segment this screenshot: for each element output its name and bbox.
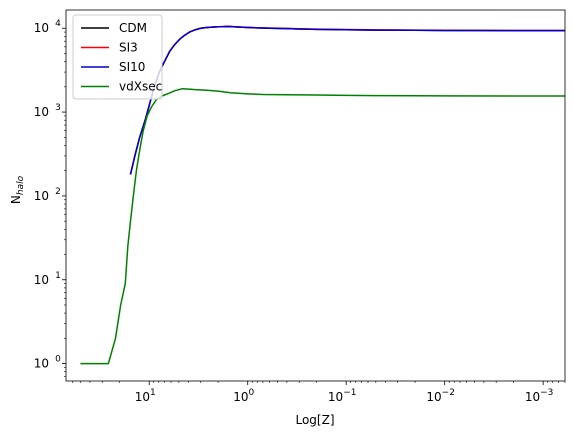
x-tick-exponent: 1 (150, 388, 156, 398)
series-line-cdm (129, 25, 565, 175)
y-tick-exponent: 0 (55, 355, 61, 365)
legend-entry-cdm: CDM (119, 21, 147, 35)
y-tick-base: 10 (34, 189, 49, 203)
y-tick-exponent: 1 (55, 271, 61, 281)
y-tick-base: 10 (34, 105, 49, 119)
y-tick-base: 10 (34, 21, 49, 35)
y-axis-ticks: 10 0 10 1 10 2 10 3 10 4 (34, 19, 66, 377)
x-tick-exponent: 0 (248, 388, 254, 398)
legend-entry-si10: SI10 (119, 60, 145, 74)
x-tick-label: 101 (135, 388, 156, 404)
legend-entry-si3: SI3 (119, 41, 138, 55)
y-tick-label: 10 0 (34, 355, 61, 371)
x-tick-base: 10 (135, 390, 150, 404)
x-tick-label: 10−3 (525, 388, 554, 404)
y-tick-exponent: 2 (55, 187, 61, 197)
x-tick-exponent: −3 (540, 388, 553, 398)
y-axis-label: Nhalo (9, 175, 26, 204)
y-tick-label: 10 1 (34, 271, 61, 287)
y-tick-label: 10 2 (34, 187, 61, 203)
x-tick-exponent: −2 (442, 388, 455, 398)
legend-entry-vdxsec: vdXsec (119, 80, 162, 94)
x-tick-label: 10−1 (328, 388, 357, 404)
series-line-si10 (129, 25, 565, 175)
y-tick-base: 10 (34, 273, 49, 287)
x-tick-base: 10 (328, 390, 343, 404)
x-axis-label: Log[Z] (295, 413, 334, 427)
y-axis-label-subscript: halo (16, 175, 26, 195)
series-line-vdxsec (80, 87, 565, 365)
x-tick-label: 100 (233, 388, 254, 404)
y-tick-label: 10 3 (34, 103, 61, 119)
x-tick-base: 10 (426, 390, 441, 404)
y-tick-exponent: 4 (55, 19, 61, 29)
plot-frame (65, 9, 566, 382)
legend: CDM SI3 SI10 vdXsec (72, 14, 163, 100)
y-tick-base: 10 (34, 357, 49, 371)
y-tick-exponent: 3 (55, 103, 61, 113)
x-tick-label: 10−2 (426, 388, 455, 404)
x-tick-exponent: −1 (343, 388, 356, 398)
series-line-si3 (129, 25, 565, 175)
legend-box (72, 14, 163, 100)
x-tick-base: 10 (233, 390, 248, 404)
y-axis-label-main: N (9, 195, 23, 204)
y-tick-label: 10 4 (34, 19, 61, 35)
x-tick-base: 10 (525, 390, 540, 404)
x-axis-ticks: 101 100 10−1 10−2 10−3 (72, 381, 566, 404)
